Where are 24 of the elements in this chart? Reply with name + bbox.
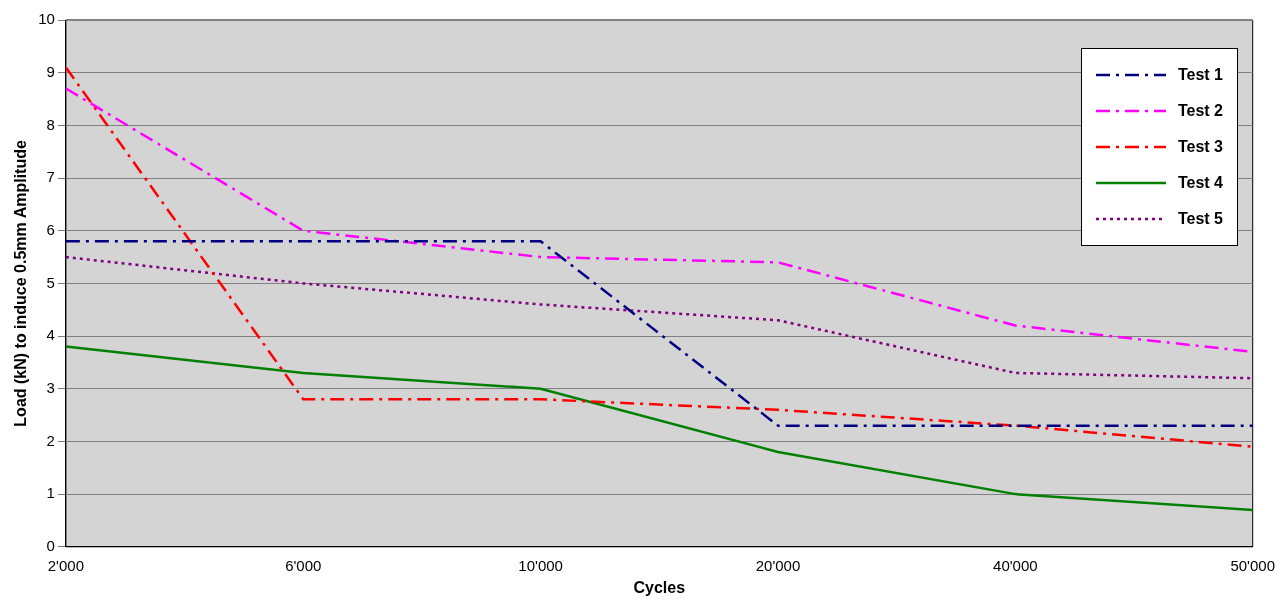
y-tick-label: 2	[46, 431, 55, 449]
y-tick-label: 3	[46, 378, 55, 396]
x-tick-label: 40'000	[993, 556, 1038, 574]
y-tick-label: 9	[46, 62, 55, 80]
x-tick-label: 6'000	[285, 556, 322, 574]
x-axis-title: Cycles	[633, 578, 686, 596]
legend-label: Test 3	[1177, 138, 1223, 156]
x-tick-label: 10'000	[518, 556, 563, 574]
legend-label: Test 1	[1177, 66, 1223, 84]
legend-label: Test 4	[1177, 174, 1223, 192]
x-tick-label: 2'000	[47, 556, 84, 574]
y-tick-label: 0	[46, 536, 55, 554]
y-tick-label: 4	[46, 326, 55, 344]
y-tick-label: 1	[46, 484, 55, 502]
y-tick-label: 10	[38, 10, 55, 28]
legend-label: Test 2	[1177, 102, 1223, 120]
x-tick-label: 50'000	[1230, 556, 1275, 574]
y-axis-title: Load (kN) to induce 0.5mm Amplitude	[12, 140, 30, 427]
y-tick-label: 8	[46, 115, 55, 133]
y-tick-label: 7	[46, 168, 55, 186]
y-tick-label: 5	[46, 273, 55, 291]
y-tick-label: 6	[46, 220, 55, 238]
x-tick-label: 20'000	[755, 556, 801, 574]
legend-label: Test 5	[1177, 210, 1223, 228]
